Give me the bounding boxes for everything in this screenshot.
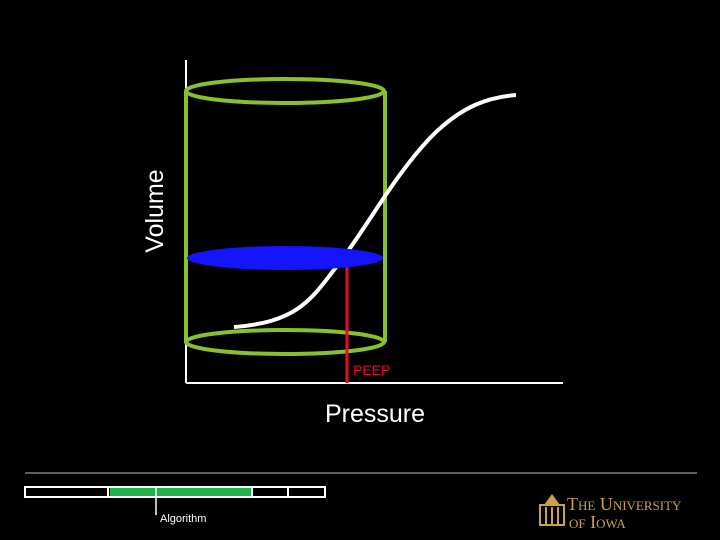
cylinder-bottom [184,328,386,356]
pressure-volume-curve [233,93,517,329]
logo: The University of Iowa [539,494,682,532]
progress-bar [24,486,326,498]
cylinder-top [184,77,386,105]
logo-line2: of Iowa [569,512,626,532]
logo-icon [544,494,560,505]
peep-label: PEEP [353,362,390,378]
y-axis-label: Volume [141,169,169,252]
logo-line1: The University [567,494,682,514]
section-label: Algorithm [160,513,206,525]
fluid-level [187,246,383,270]
progress-current [110,487,252,497]
x-axis-label: Pressure [325,400,425,428]
